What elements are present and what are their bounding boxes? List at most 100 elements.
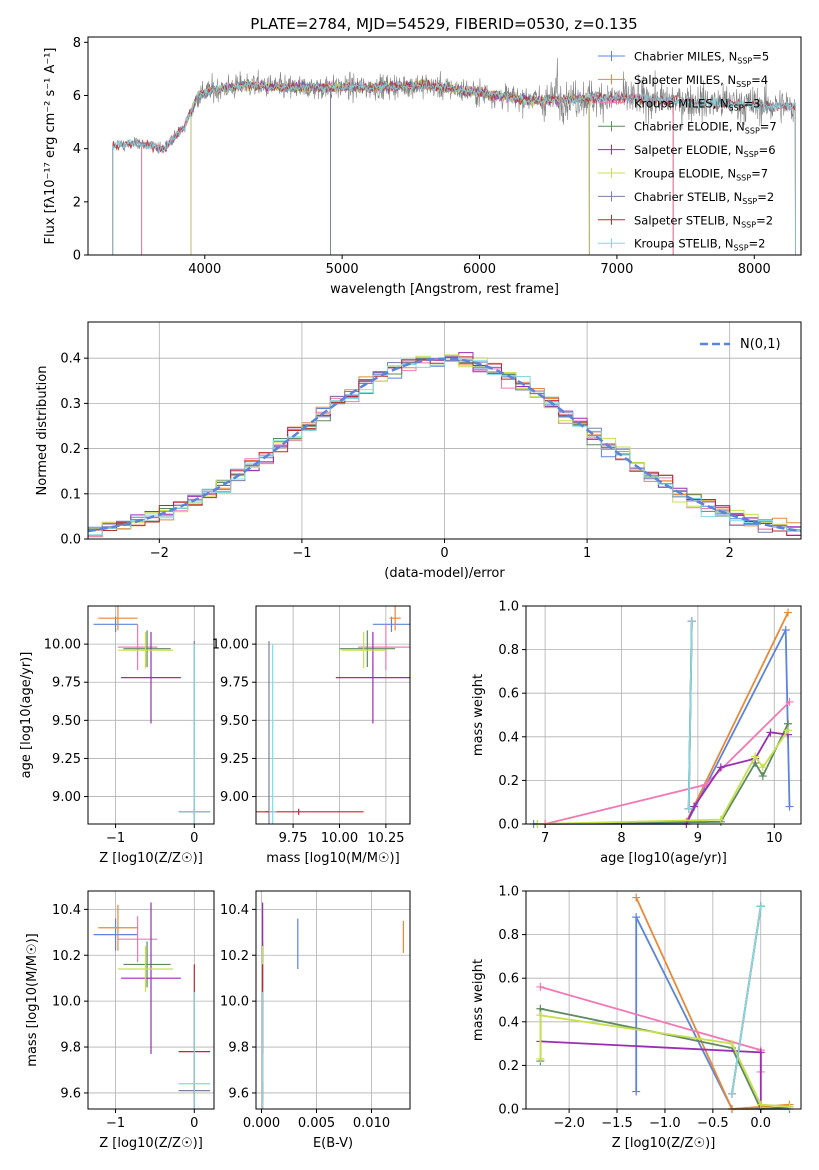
y-tick-label: 6 <box>73 89 81 104</box>
legend-label-salpeter-elodie: Salpeter ELODIE, NSSP=6 <box>634 143 776 159</box>
axes-frame <box>87 36 802 256</box>
y-axis-label: Flux [fλ10⁻¹⁷ erg cm⁻² s⁻¹ A⁻¹] <box>43 48 58 245</box>
weight-line-kroupa-stelib <box>687 621 693 809</box>
y-tick-label: 9.75 <box>220 676 249 691</box>
weight-vs-age-panel: 7 8 9 10 0.0 0.2 0.4 0.6 0.8 1.0 age [log10(age/yr… <box>471 600 802 866</box>
legend-label-kroupa-miles: Kroupa MILES, NSSP=3 <box>634 96 760 112</box>
x-axis-label: E(B-V) <box>313 1136 353 1151</box>
y-tick-label: 4 <box>73 142 81 157</box>
y-tick-label: 10.4 <box>220 903 249 918</box>
axes-frame <box>255 890 411 1110</box>
x-tick-label: 7000 <box>600 262 633 277</box>
mass-vs-ebv-panel: 0.000 0.005 0.010 9.6 9.8 10.0 10.2 10.4 E(B-V) <box>220 890 411 1151</box>
x-axis-label: Z [log10(Z/Z☉)] <box>99 851 203 866</box>
y-tick-label: 9.00 <box>220 790 249 805</box>
weight-line-kroupa-stelib <box>731 906 762 1094</box>
x-tick-label: 0.005 <box>298 1116 335 1131</box>
y-axis-label: mass weight <box>471 959 486 1041</box>
y-tick-label: 0.4 <box>498 730 519 745</box>
y-tick-label: 0.0 <box>498 818 519 833</box>
y-tick-label: 9.75 <box>52 676 81 691</box>
y-tick-label: 9.50 <box>52 714 81 729</box>
weight-marker <box>758 763 767 772</box>
weight-vs-Z-panel: −2.0 −1.5 −1.0 −0.5 0.0 0.0 0.2 0.4 0.6 0.8 1.0 Z [… <box>471 885 802 1151</box>
y-tick-label: 2 <box>73 195 81 210</box>
model-line-salpeter-stelib <box>112 79 796 256</box>
y-tick-label: 10.00 <box>212 638 249 653</box>
weight-marker <box>784 608 793 617</box>
x-tick-label: 5000 <box>326 262 359 277</box>
y-tick-label: 9.8 <box>228 1041 249 1056</box>
x-tick-label: 4000 <box>188 262 221 277</box>
y-tick-label: 9.6 <box>60 1086 81 1101</box>
x-tick-label: 0.0 <box>750 1116 771 1131</box>
x-axis-label: age [log10(age/yr)] <box>600 851 727 866</box>
y-tick-label: 0.0 <box>498 1103 519 1118</box>
grid-lines <box>256 891 410 1109</box>
y-tick-label: 0.0 <box>60 533 81 548</box>
weight-line-salpeter-miles <box>545 612 789 825</box>
axes-frame <box>87 890 215 1110</box>
y-tick-label: 0.8 <box>498 928 519 943</box>
y-tick-label: 10.2 <box>220 949 249 964</box>
weight-marker <box>684 804 693 813</box>
x-tick-label: −0.5 <box>697 1116 729 1131</box>
y-axis-label: age [log10(age/yr)] <box>19 652 34 779</box>
weight-marker <box>785 802 794 811</box>
weight-marker <box>758 772 767 781</box>
weight-marker <box>632 1087 641 1096</box>
x-tick-label: 2 <box>726 546 734 561</box>
weight-marker <box>756 1100 765 1109</box>
y-tick-label: 1.0 <box>498 885 519 900</box>
error-bars <box>93 902 211 1109</box>
y-tick-label: 10.0 <box>220 995 249 1010</box>
x-tick-label: 0 <box>440 546 448 561</box>
y-tick-label: 0.6 <box>498 687 519 702</box>
x-tick-label: 6000 <box>463 262 496 277</box>
y-tick-label: 0.8 <box>498 643 519 658</box>
legend-label-chabrier-miles: Chabrier MILES, NSSP=5 <box>634 50 769 66</box>
x-tick-label: −1.0 <box>649 1116 681 1131</box>
weight-marker <box>687 617 696 626</box>
x-tick-label: −1 <box>106 1116 125 1131</box>
y-tick-label: 10.4 <box>52 903 81 918</box>
axes-frame <box>87 605 215 825</box>
y-tick-label: 9.25 <box>52 752 81 767</box>
weight-marker <box>536 1011 545 1020</box>
weight-marker <box>632 913 641 922</box>
legend-label-kroupa-elodie: Kroupa ELODIE, NSSP=7 <box>634 167 768 183</box>
legend-label-salpeter-stelib: Salpeter STELIB, NSSP=2 <box>634 213 773 229</box>
error-bars <box>93 606 211 824</box>
histogram-step-kroupa-stelib <box>88 355 801 536</box>
x-tick-label: −1 <box>106 831 125 846</box>
weight-marker <box>784 726 793 735</box>
weight-marker <box>690 802 699 811</box>
weight-marker <box>728 1089 737 1098</box>
weight-line-kroupa-elodie <box>537 729 789 825</box>
mass-vs-Z-panel: −1 0 9.6 9.8 10.0 10.2 10.4 Z [log10(Z/Z☉)] mass… <box>25 890 215 1151</box>
weight-marker <box>536 1054 545 1063</box>
x-tick-label: 10 <box>766 831 783 846</box>
model-line-kroupa-elodie <box>190 79 590 256</box>
axes-frame <box>525 890 802 1110</box>
x-axis-label: wavelength [Angstrom, rest frame] <box>330 282 559 297</box>
weight-marker <box>716 815 725 824</box>
legend-label-normal: N(0,1) <box>740 337 781 352</box>
y-tick-label: 9.25 <box>220 752 249 767</box>
y-tick-label: 0.3 <box>60 397 81 412</box>
y-tick-label: 10.00 <box>44 638 81 653</box>
normal-curve <box>87 357 802 533</box>
weight-marker <box>781 625 790 634</box>
weight-marker <box>766 728 775 737</box>
x-tick-label: 0.010 <box>353 1116 390 1131</box>
grid-lines <box>526 890 801 1110</box>
y-tick-label: 9.00 <box>52 790 81 805</box>
y-tick-label: 0.2 <box>498 774 519 789</box>
y-tick-label: 9.8 <box>60 1041 81 1056</box>
x-axis-label: Z [log10(Z/Z☉)] <box>99 1136 203 1151</box>
legend-label-chabrier-elodie: Chabrier ELODIE, NSSP=7 <box>634 120 777 136</box>
spectrum-legend: Chabrier MILES, NSSP=5 Salpeter MILES, NS… <box>598 50 777 253</box>
y-tick-label: 10.0 <box>52 995 81 1010</box>
spectrum-panel: 4000 5000 6000 7000 8000 0 2 4 6 8 wavelength [Ang… <box>43 36 802 297</box>
y-tick-label: 0.1 <box>60 487 81 502</box>
